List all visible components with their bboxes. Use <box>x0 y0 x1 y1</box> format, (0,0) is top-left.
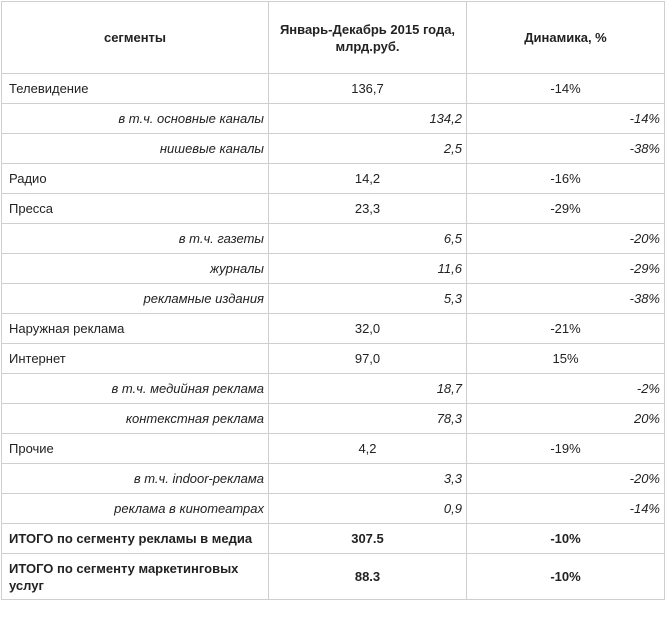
table-row: контекстная реклама 78,3 20% <box>1 403 665 434</box>
dynamics-cell: -16% <box>466 163 665 194</box>
value-cell: 14,2 <box>268 163 467 194</box>
dynamics-cell: -10% <box>466 553 665 600</box>
dynamics-cell: -14% <box>466 73 665 104</box>
header-segments: сегменты <box>1 1 269 74</box>
value-cell: 0,9 <box>268 493 467 524</box>
table-row: Телевидение 136,7 -14% <box>1 73 665 104</box>
value-cell: 307.5 <box>268 523 467 554</box>
dynamics-cell: -10% <box>466 523 665 554</box>
value-cell: 88.3 <box>268 553 467 600</box>
segment-cell: Наружная реклама <box>1 313 269 344</box>
segment-cell: Радио <box>1 163 269 194</box>
table-row: нишевые каналы 2,5 -38% <box>1 133 665 164</box>
table-row: в т.ч. indoor-реклама 3,3 -20% <box>1 463 665 494</box>
dynamics-cell: 20% <box>466 403 665 434</box>
dynamics-cell: -38% <box>466 133 665 164</box>
table-row: Интернет 97,0 15% <box>1 343 665 374</box>
table-row: ИТОГО по сегменту маркетинговых услуг 88.… <box>1 553 665 600</box>
table-row: в т.ч. основные каналы 134,2 -14% <box>1 103 665 134</box>
dynamics-cell: -14% <box>466 493 665 524</box>
dynamics-cell: -29% <box>466 193 665 224</box>
table-row: в т.ч. газеты 6,5 -20% <box>1 223 665 254</box>
header-row: сегменты Январь-Декабрь 2015 года, млрд.… <box>1 1 665 74</box>
table-row: в т.ч. медийная реклама 18,7 -2% <box>1 373 665 404</box>
segment-cell: контекстная реклама <box>1 403 269 434</box>
dynamics-cell: -19% <box>466 433 665 464</box>
value-cell: 136,7 <box>268 73 467 104</box>
value-cell: 134,2 <box>268 103 467 134</box>
table-row: Прочие 4,2 -19% <box>1 433 665 464</box>
dynamics-cell: -14% <box>466 103 665 134</box>
value-cell: 97,0 <box>268 343 467 374</box>
segment-cell: ИТОГО по сегменту маркетинговых услуг <box>1 553 269 600</box>
segment-cell: в т.ч. медийная реклама <box>1 373 269 404</box>
dynamics-cell: -20% <box>466 463 665 494</box>
segment-cell: рекламные издания <box>1 283 269 314</box>
table-row: журналы 11,6 -29% <box>1 253 665 284</box>
table-row: Пресса 23,3 -29% <box>1 193 665 224</box>
value-cell: 5,3 <box>268 283 467 314</box>
table-row: ИТОГО по сегменту рекламы в медиа 307.5 -1… <box>1 523 665 554</box>
table-row: Радио 14,2 -16% <box>1 163 665 194</box>
segment-cell: нишевые каналы <box>1 133 269 164</box>
value-cell: 4,2 <box>268 433 467 464</box>
value-cell: 18,7 <box>268 373 467 404</box>
dynamics-cell: 15% <box>466 343 665 374</box>
value-cell: 78,3 <box>268 403 467 434</box>
table-body: Телевидение 136,7 -14% в т.ч. основные кана… <box>1 73 665 600</box>
table-row: рекламные издания 5,3 -38% <box>1 283 665 314</box>
dynamics-cell: -21% <box>466 313 665 344</box>
value-cell: 6,5 <box>268 223 467 254</box>
table-row: реклама в кинотеатрах 0,9 -14% <box>1 493 665 524</box>
segment-cell: реклама в кинотеатрах <box>1 493 269 524</box>
segment-cell: Телевидение <box>1 73 269 104</box>
table-header: сегменты Январь-Декабрь 2015 года, млрд.… <box>1 1 665 74</box>
dynamics-cell: -29% <box>466 253 665 284</box>
value-cell: 23,3 <box>268 193 467 224</box>
media-segments-table: сегменты Январь-Декабрь 2015 года, млрд.… <box>1 1 665 600</box>
value-cell: 2,5 <box>268 133 467 164</box>
segment-cell: в т.ч. основные каналы <box>1 103 269 134</box>
segment-cell: в т.ч. indoor-реклама <box>1 463 269 494</box>
dynamics-cell: -20% <box>466 223 665 254</box>
header-period: Январь-Декабрь 2015 года, млрд.руб. <box>268 1 467 74</box>
dynamics-cell: -2% <box>466 373 665 404</box>
segment-cell: Пресса <box>1 193 269 224</box>
segment-cell: Прочие <box>1 433 269 464</box>
segment-cell: ИТОГО по сегменту рекламы в медиа <box>1 523 269 554</box>
table-row: Наружная реклама 32,0 -21% <box>1 313 665 344</box>
header-dynamics: Динамика, % <box>466 1 665 74</box>
value-cell: 11,6 <box>268 253 467 284</box>
value-cell: 3,3 <box>268 463 467 494</box>
segment-cell: Интернет <box>1 343 269 374</box>
value-cell: 32,0 <box>268 313 467 344</box>
dynamics-cell: -38% <box>466 283 665 314</box>
segment-cell: журналы <box>1 253 269 284</box>
segment-cell: в т.ч. газеты <box>1 223 269 254</box>
